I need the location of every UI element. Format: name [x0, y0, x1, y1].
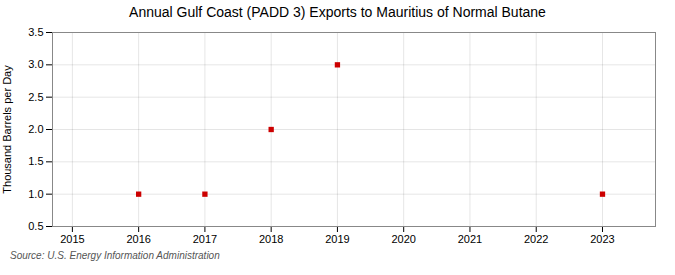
- svg-text:2018: 2018: [259, 233, 283, 245]
- svg-text:2016: 2016: [126, 233, 150, 245]
- svg-text:2015: 2015: [60, 233, 84, 245]
- html-text:Source: U.S. Energy Informatio: Source: U.S. Energy Information Administ…: [10, 250, 220, 261]
- svg-text:3.0: 3.0: [28, 58, 43, 70]
- svg-text:0.5: 0.5: [28, 220, 43, 232]
- svg-text:2019: 2019: [325, 233, 349, 245]
- svg-text:3.5: 3.5: [28, 26, 43, 38]
- svg-text:2020: 2020: [391, 233, 415, 245]
- svg-text:Thousand Barrels per Day: Thousand Barrels per Day: [1, 65, 13, 194]
- html-text:Annual Gulf Coast (PADD 3) Exp: Annual Gulf Coast (PADD 3) Exports to Ma…: [129, 4, 546, 20]
- svg-text:1.0: 1.0: [28, 188, 43, 200]
- svg-text:2017: 2017: [193, 233, 217, 245]
- svg-text:1.5: 1.5: [28, 155, 43, 167]
- svg-text:2.0: 2.0: [28, 123, 43, 135]
- svg-text:2022: 2022: [524, 233, 548, 245]
- svg-text:2.5: 2.5: [28, 91, 43, 103]
- svg-text:2021: 2021: [458, 233, 482, 245]
- svg-text:2023: 2023: [590, 233, 614, 245]
